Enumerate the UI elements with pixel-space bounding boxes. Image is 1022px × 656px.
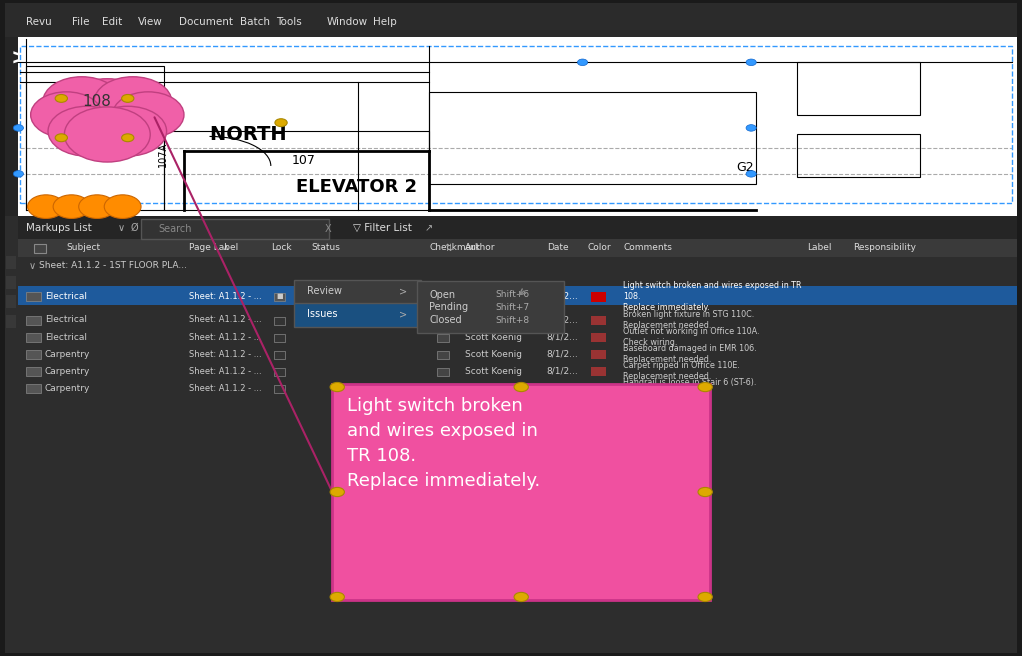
Bar: [437, 293, 449, 301]
Circle shape: [28, 195, 64, 218]
Circle shape: [746, 171, 756, 177]
Text: 8/1/2...: 8/1/2...: [547, 333, 578, 342]
Bar: [34, 244, 46, 253]
Text: Electrical: Electrical: [45, 292, 87, 301]
Circle shape: [514, 382, 528, 392]
Text: 108: 108: [83, 94, 111, 109]
Bar: [591, 367, 606, 377]
Text: Tools: Tools: [276, 17, 301, 28]
Circle shape: [55, 94, 67, 102]
Text: Scott Koenig: Scott Koenig: [465, 367, 522, 376]
Text: Search: Search: [158, 224, 192, 234]
Text: Baseboard damaged in EMR 106.
Replacement needed.: Baseboard damaged in EMR 106. Replacemen…: [623, 344, 757, 364]
Bar: [274, 317, 285, 325]
Text: ▽ Filter List: ▽ Filter List: [353, 223, 412, 234]
Text: Window: Window: [327, 17, 368, 28]
FancyBboxPatch shape: [417, 281, 564, 333]
Circle shape: [94, 77, 172, 127]
Circle shape: [89, 106, 167, 156]
Text: Scott Koenig: Scott Koenig: [465, 384, 522, 393]
Text: Review: Review: [307, 286, 341, 297]
Text: >: >: [399, 309, 407, 319]
Text: >: >: [10, 49, 29, 69]
Text: X: X: [325, 224, 331, 234]
Text: ■: ■: [440, 293, 447, 299]
Bar: [437, 351, 449, 359]
Bar: [18, 37, 1017, 216]
Bar: [591, 333, 606, 342]
Text: Author: Author: [465, 243, 496, 253]
Text: G2: G2: [736, 161, 753, 174]
Text: Sheet: A1.1.2 - ...: Sheet: A1.1.2 - ...: [189, 292, 262, 301]
Text: Subject: Subject: [66, 243, 100, 253]
Text: ■: ■: [276, 293, 283, 299]
Bar: [26, 316, 41, 325]
Text: ∨: ∨: [29, 260, 36, 271]
Text: Closed: Closed: [429, 315, 462, 325]
Circle shape: [698, 487, 712, 497]
Bar: [797, 62, 920, 115]
Circle shape: [275, 119, 287, 127]
Bar: [18, 346, 1017, 363]
Bar: [429, 92, 756, 184]
Bar: [591, 316, 606, 325]
Text: Carpet ripped in Office 110E.
Replacement needed.: Carpet ripped in Office 110E. Replacemen…: [623, 361, 740, 381]
Bar: [797, 134, 920, 177]
FancyBboxPatch shape: [294, 303, 421, 327]
Text: Open: Open: [429, 289, 456, 300]
Bar: [274, 293, 285, 301]
Text: Light switch broken
and wires exposed in
TR 108.
Replace immediately.: Light switch broken and wires exposed in…: [347, 397, 541, 490]
Text: Lock: Lock: [271, 243, 291, 253]
Circle shape: [64, 107, 150, 162]
Text: View: View: [138, 17, 162, 28]
Text: >: >: [399, 286, 407, 297]
Text: Shift+7: Shift+7: [496, 302, 529, 312]
Text: Sheet: A1.1.2 - ...: Sheet: A1.1.2 - ...: [189, 350, 262, 359]
Bar: [18, 257, 1017, 274]
Bar: [18, 380, 1017, 397]
Bar: [164, 131, 429, 210]
Text: Sheet: A1.1.2 - ...: Sheet: A1.1.2 - ...: [189, 367, 262, 376]
Bar: [18, 239, 1017, 257]
Text: ∨: ∨: [118, 223, 125, 234]
Text: Pending: Pending: [429, 302, 468, 312]
Text: Carpentry: Carpentry: [45, 350, 90, 359]
Circle shape: [746, 125, 756, 131]
Bar: [591, 293, 606, 302]
Text: Sheet: A1.1.2 - 1ST FLOOR PLA...: Sheet: A1.1.2 - 1ST FLOOR PLA...: [39, 261, 187, 270]
Text: Scott Koenig: Scott Koenig: [465, 292, 522, 301]
Text: 107A: 107A: [158, 142, 169, 167]
Circle shape: [698, 382, 712, 392]
FancyBboxPatch shape: [294, 280, 421, 304]
Text: Handrail is loose in Stair 6 (ST-6).
Adjustments needed.: Handrail is loose in Stair 6 (ST-6). Adj…: [623, 378, 757, 398]
Text: NORTH: NORTH: [210, 125, 293, 144]
Circle shape: [13, 125, 24, 131]
Circle shape: [104, 195, 141, 218]
FancyBboxPatch shape: [332, 384, 710, 600]
Bar: [26, 350, 41, 359]
Text: Status: Status: [312, 243, 340, 253]
Bar: [437, 317, 449, 325]
Text: Sheet: A1.1.2 - ...: Sheet: A1.1.2 - ...: [189, 316, 262, 325]
Text: Shift+8: Shift+8: [496, 316, 529, 325]
Text: Sheet: A1.1.2 - ...: Sheet: A1.1.2 - ...: [189, 384, 262, 393]
Text: Outlet not working in Office 110A.
Check wiring.: Outlet not working in Office 110A. Check…: [623, 327, 760, 347]
Bar: [274, 334, 285, 342]
Text: Scott Koenig: Scott Koenig: [465, 333, 522, 342]
Circle shape: [330, 592, 344, 602]
Text: Light switch broken and wires exposed in TR
108.
Replace immediately.: Light switch broken and wires exposed in…: [623, 281, 802, 312]
Text: Page Label: Page Label: [189, 243, 238, 253]
Text: Scott Koenig: Scott Koenig: [465, 316, 522, 325]
Text: Batch: Batch: [240, 17, 270, 28]
Bar: [6, 256, 16, 269]
Circle shape: [577, 59, 588, 66]
Text: ∧: ∧: [223, 243, 229, 253]
Text: Shift+6: Shift+6: [496, 290, 529, 299]
Text: Revu: Revu: [26, 17, 51, 28]
Text: File: File: [72, 17, 89, 28]
Bar: [26, 384, 41, 393]
Text: Electrical: Electrical: [45, 316, 87, 325]
Text: Scott Koenig: Scott Koenig: [465, 350, 522, 359]
Bar: [274, 351, 285, 359]
